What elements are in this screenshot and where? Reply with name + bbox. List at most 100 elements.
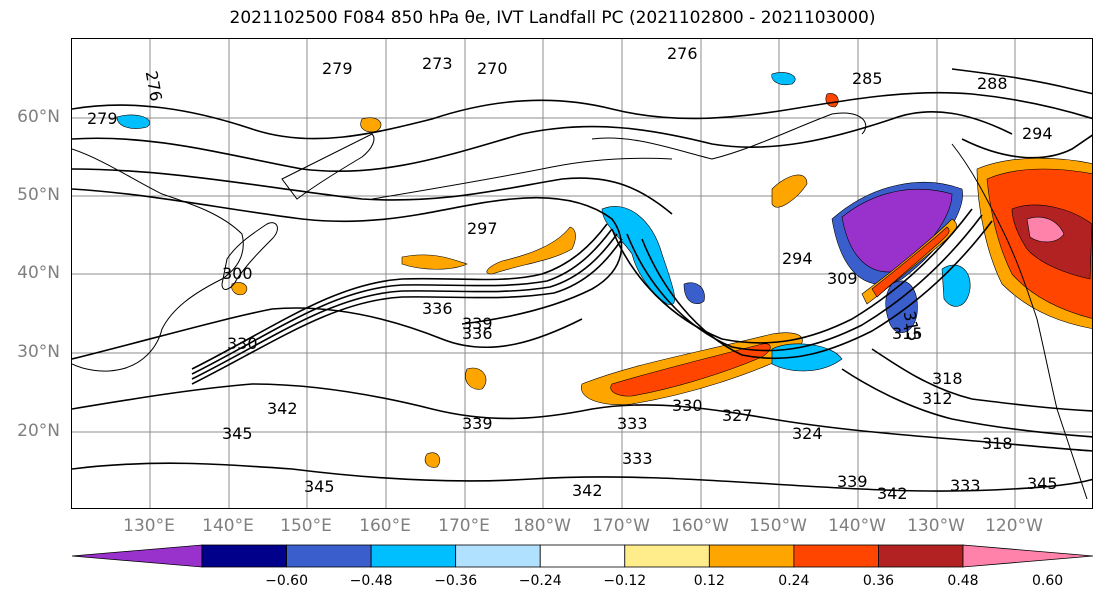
contour-label: 339 xyxy=(462,314,493,333)
colorbar-tick-label: −0.12 xyxy=(603,573,647,589)
colorbar-tick-label: 0.36 xyxy=(862,573,895,589)
colorbar-box xyxy=(793,544,879,568)
contour-label: 342 xyxy=(572,481,603,500)
contour-label: 336 xyxy=(462,324,493,343)
lat-label-60n: 60°N xyxy=(17,107,60,127)
shade-patch7 xyxy=(424,452,441,468)
shade-patch8 xyxy=(825,93,839,108)
colorbar-box xyxy=(455,544,541,568)
contour-294 xyxy=(961,134,1092,159)
lat-label-50n: 50°N xyxy=(17,185,60,205)
contour-label: 279 xyxy=(322,59,353,78)
contour-jet7 xyxy=(641,220,993,360)
colorbar-tick-label: −0.48 xyxy=(349,573,393,589)
contour-label: 333 xyxy=(950,476,981,495)
contour-label: 330 xyxy=(227,334,258,353)
contour-label: 276 xyxy=(667,44,698,63)
japan-coast xyxy=(221,222,278,290)
map-canvas: 276 279 273 270 276 285 288 294 279 297 … xyxy=(72,39,1092,508)
colorbar-tick-label: −0.24 xyxy=(518,573,562,589)
shade-patch5 xyxy=(231,282,248,296)
contour-291 xyxy=(72,168,673,215)
shade-patch6 xyxy=(771,72,796,86)
colorbar-box xyxy=(286,544,372,568)
shade-patch4 xyxy=(465,367,487,390)
contour-jet1 xyxy=(191,223,608,370)
contour-label: 333 xyxy=(617,414,648,433)
contour-label: 345 xyxy=(222,424,253,443)
colorbar-box xyxy=(708,544,795,568)
lon-label-130w: 130°W xyxy=(907,516,965,536)
asia-coast xyxy=(72,148,244,372)
contour-label: 330 xyxy=(672,396,703,415)
lon-label-160w: 160°W xyxy=(671,516,729,536)
colorbar-extend-low xyxy=(71,544,203,568)
contour-label: 345 xyxy=(304,477,335,496)
contour-label: 336 xyxy=(422,299,453,318)
contour-label: 312 xyxy=(922,389,953,408)
contour-label: 300 xyxy=(222,264,253,283)
colorbar-extend-high xyxy=(962,544,1094,568)
colorbar-tick-label: −0.36 xyxy=(434,573,478,589)
shade-jet-orange2 xyxy=(401,254,468,270)
contour-label: 276 xyxy=(142,69,166,102)
colorbar xyxy=(71,544,1094,568)
contour-label: 270 xyxy=(477,59,508,78)
shade-blob-blue1 xyxy=(885,280,918,333)
lon-label-160e: 160°E xyxy=(359,516,411,536)
lon-label-130e: 130°E xyxy=(123,516,175,536)
contour-279 xyxy=(72,91,1092,140)
shade-jet-orange xyxy=(486,226,576,275)
shade-strip-red xyxy=(871,226,950,298)
coastlines xyxy=(72,112,1088,500)
lat-label-40n: 40°N xyxy=(17,263,60,283)
shade-na-pink xyxy=(1026,216,1065,243)
contour-318 xyxy=(841,368,1092,438)
lon-label-150w: 150°W xyxy=(749,516,807,536)
contour-label: 333 xyxy=(622,449,653,468)
lon-label-140e: 140°E xyxy=(202,516,254,536)
shade-blob-blue2 xyxy=(941,264,971,307)
contour-label: 318 xyxy=(932,369,963,388)
shade-patch2 xyxy=(116,114,150,129)
colorbar-box xyxy=(370,544,457,568)
colorbar-tick-label: 0.60 xyxy=(1031,573,1064,589)
contour-330 xyxy=(72,307,583,360)
colorbar-box xyxy=(539,544,626,568)
contour-label: 345 xyxy=(1027,474,1058,493)
colorbar-boxes xyxy=(71,544,1094,568)
contour-label: 324 xyxy=(792,424,823,443)
colorbar-tick-label: −0.60 xyxy=(265,573,308,589)
contour-label: 315 xyxy=(892,324,923,343)
theta-e-contours xyxy=(72,68,1092,492)
lon-label-120w: 120°W xyxy=(985,516,1043,536)
colorbar-tick-label: 0.48 xyxy=(947,573,979,589)
lon-label-170w: 170°W xyxy=(592,516,650,536)
kamchatka-coast xyxy=(281,133,375,200)
contour-label: 342 xyxy=(877,484,908,503)
lon-label-140w: 140°W xyxy=(828,516,886,536)
lat-label-20n: 20°N xyxy=(17,421,60,441)
colorbar-tick-label: 0.12 xyxy=(693,573,725,589)
contour-jet5 xyxy=(611,208,973,344)
contour-label: 339 xyxy=(837,472,868,491)
contour-label: 327 xyxy=(722,406,753,425)
contour-label: 288 xyxy=(977,74,1008,93)
map-title: 2021102500 F084 850 hPa θe, IVT Landfall… xyxy=(229,8,876,28)
colorbar-tick-label: 0.24 xyxy=(778,573,810,589)
contour-label: 318 xyxy=(982,434,1013,453)
contour-label: 294 xyxy=(1022,124,1053,143)
contour-jet6 xyxy=(626,214,983,352)
contour-label: 294 xyxy=(782,249,813,268)
shade-cp-blue xyxy=(601,206,675,305)
map-panel: 276 279 273 270 276 285 288 294 279 297 … xyxy=(71,38,1093,509)
contour-jet3 xyxy=(191,233,618,380)
contour-label: 309 xyxy=(827,269,858,288)
aleutians xyxy=(371,157,673,200)
contour-297 xyxy=(72,188,623,325)
contour-label: 279 xyxy=(87,109,118,128)
contour-jet2 xyxy=(191,228,613,375)
shade-cp-darkblue xyxy=(683,282,705,304)
shade-wedge-purple xyxy=(841,188,953,273)
contour-label: 339 xyxy=(462,414,493,433)
